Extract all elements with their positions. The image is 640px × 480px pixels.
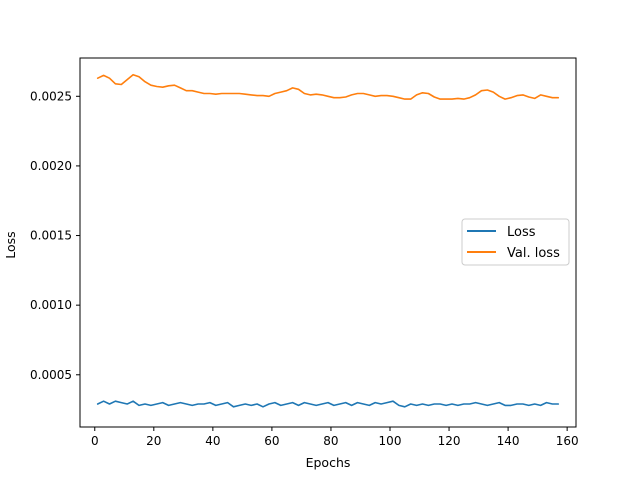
x-tick-label: 40 [205,434,220,448]
x-axis-label: Epochs [306,455,351,470]
x-tick-label: 80 [323,434,338,448]
x-tick-label: 120 [438,434,461,448]
x-tick-label: 140 [497,434,520,448]
x-tick-label: 20 [146,434,161,448]
x-tick-label: 0 [91,434,99,448]
y-tick-label: 0.0020 [30,159,72,173]
plot-area [96,73,560,408]
plot-frame [79,57,577,428]
y-tick-label: 0.0015 [30,229,72,243]
legend-label-val-loss: Val. loss [507,246,560,261]
legend: Loss Val. loss [461,218,570,266]
series-line-loss [96,400,560,408]
y-tick-label: 0.0005 [30,368,72,382]
y-axis-label: Loss [3,231,18,258]
legend-label-loss: Loss [507,225,536,240]
y-tick-label: 0.0025 [30,89,72,103]
x-tick-label: 100 [379,434,402,448]
x-axis: 0 20 40 60 80 100 120 140 160 [91,427,579,448]
series-line-val-loss [96,73,560,100]
x-tick-label: 60 [264,434,279,448]
x-tick-label: 160 [556,434,579,448]
y-tick-label: 0.0010 [30,298,72,312]
y-axis: 0.0005 0.0010 0.0015 0.0020 0.0025 [30,89,80,382]
